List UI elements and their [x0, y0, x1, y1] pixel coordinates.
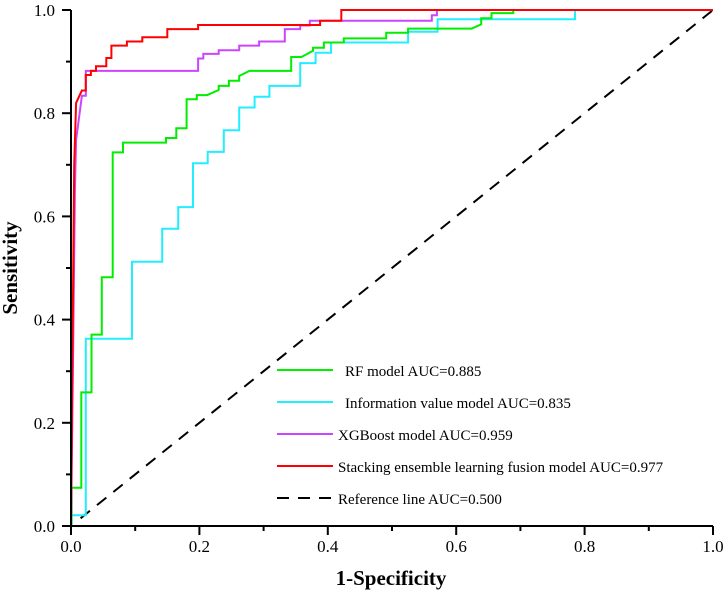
y-tick-label: 0.2 [34, 414, 55, 433]
x-tick-label: 0.2 [189, 537, 210, 556]
y-tick-label: 0.4 [34, 311, 56, 330]
legend-label: RF model AUC=0.885 [345, 364, 481, 380]
legend: RF model AUC=0.885 Information value mode… [277, 364, 664, 508]
legend-entry: RF model AUC=0.885 [277, 364, 481, 380]
series-line-xgboost [70, 9, 713, 527]
x-tick-label: 0.8 [574, 537, 595, 556]
y-tick-label: 0.6 [34, 207, 55, 226]
legend-label: Reference line AUC=0.500 [338, 492, 502, 508]
y-tick-label: 1.0 [34, 1, 55, 20]
axes: 0.0 0.2 0.4 0.6 0.8 1.0 0.0 0.2 0.4 0.6 0.8 1.0 [34, 1, 724, 556]
x-tick-label: 0.6 [446, 537, 467, 556]
x-axis-label: 1-Specificity [336, 566, 447, 590]
legend-label: Information value model AUC=0.835 [345, 396, 571, 412]
series-line-stacking [70, 9, 713, 527]
series-line-rf [70, 9, 713, 527]
x-tick-label: 1.0 [702, 537, 723, 556]
series-line-reference [79, 9, 714, 520]
series-line-information [72, 9, 713, 517]
x-tick-label: 0.4 [317, 537, 339, 556]
y-tick-label: 0.8 [34, 104, 55, 123]
x-tick-label: 0.0 [60, 537, 81, 556]
legend-entry: Stacking ensemble learning fusion model … [277, 460, 664, 476]
legend-label: XGBoost model AUC=0.959 [338, 428, 513, 444]
legend-label: Stacking ensemble learning fusion model … [338, 460, 664, 476]
legend-entry: Reference line AUC=0.500 [277, 492, 502, 508]
curves [70, 9, 714, 527]
y-tick-label: 0.0 [34, 517, 55, 536]
legend-entry: XGBoost model AUC=0.959 [277, 428, 513, 444]
y-axis-label: Sensitivity [0, 221, 22, 315]
legend-entry: Information value model AUC=0.835 [277, 396, 571, 412]
